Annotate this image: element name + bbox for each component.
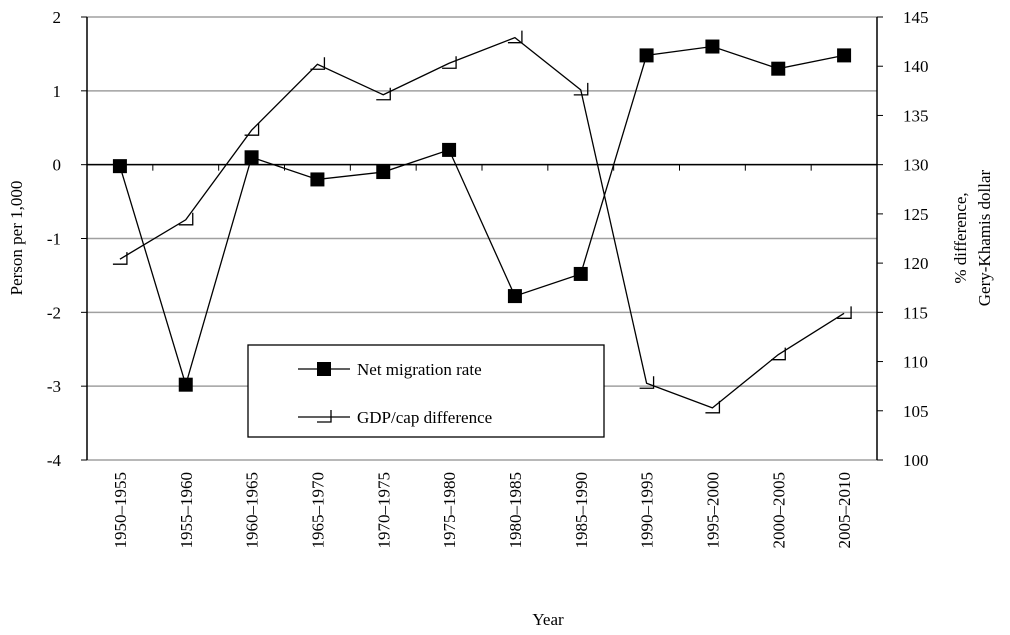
series-line	[119, 45, 845, 387]
marker	[837, 48, 852, 63]
y2-tick-label: 105	[903, 402, 929, 421]
legend-marker	[317, 362, 331, 376]
marker	[112, 252, 128, 265]
marker	[639, 48, 654, 63]
x-tick-label: 1960–1965	[243, 472, 262, 549]
marker	[771, 61, 786, 76]
marker	[573, 266, 588, 281]
marker	[376, 87, 391, 101]
y2-tick-label: 100	[903, 451, 929, 470]
y-tick-label: -3	[47, 377, 61, 396]
marker	[178, 212, 194, 226]
marker	[112, 159, 127, 174]
marker	[178, 377, 193, 392]
marker	[837, 306, 852, 319]
marker	[310, 172, 325, 187]
legend-label: Net migration rate	[357, 360, 482, 379]
x-tick-label: 2005–2010	[835, 472, 854, 549]
x-tick-label: 1980–1985	[506, 472, 525, 549]
x-tick-label: 1990–1995	[638, 472, 657, 549]
marker	[376, 165, 391, 180]
y2-tick-label: 130	[903, 156, 929, 175]
y2-tick-label: 110	[903, 353, 928, 372]
y2-axis-title: Gery-Khamis dollar	[975, 169, 994, 306]
x-tick-label: 1965–1970	[308, 472, 327, 549]
marker	[310, 57, 326, 70]
x-axis-title: Year	[532, 610, 564, 629]
marker	[507, 289, 522, 304]
marker	[507, 30, 523, 44]
marker	[705, 400, 721, 414]
y-tick-label: -1	[47, 230, 61, 249]
y2-tick-label: 135	[903, 106, 929, 125]
y2-tick-label: 140	[903, 57, 929, 76]
x-tick-label: 2000–2005	[769, 472, 788, 549]
x-tick-label: 1985–1990	[572, 472, 591, 549]
marker	[244, 123, 260, 136]
marker	[573, 82, 589, 96]
y-tick-label: 2	[53, 8, 62, 27]
y2-tick-label: 120	[903, 254, 929, 273]
y-tick-label: -2	[47, 303, 61, 322]
y-axis-title: Person per 1,000	[7, 181, 26, 296]
x-tick-label: 1995–2000	[703, 472, 722, 549]
y2-tick-label: 115	[903, 303, 928, 322]
x-tick-label: 1955–1960	[177, 472, 196, 549]
marker	[639, 376, 655, 389]
x-tick-label: 1975–1980	[440, 472, 459, 549]
y2-tick-label: 125	[903, 205, 929, 224]
series-line	[119, 36, 845, 409]
y-tick-label: 0	[53, 156, 62, 175]
x-tick-label: 1970–1975	[374, 472, 393, 549]
legend-label: GDP/cap difference	[357, 408, 492, 427]
x-tick-label: 1950–1955	[111, 472, 130, 549]
marker	[771, 347, 786, 361]
marker	[442, 56, 457, 69]
y-tick-label: -4	[47, 451, 62, 470]
marker	[442, 142, 457, 157]
marker	[705, 39, 720, 54]
y-tick-label: 1	[53, 82, 62, 101]
y2-axis-title: % difference,	[951, 192, 970, 283]
legend	[247, 344, 605, 438]
y2-tick-label: 145	[903, 8, 929, 27]
marker	[244, 150, 259, 165]
legend-marker	[317, 410, 332, 423]
